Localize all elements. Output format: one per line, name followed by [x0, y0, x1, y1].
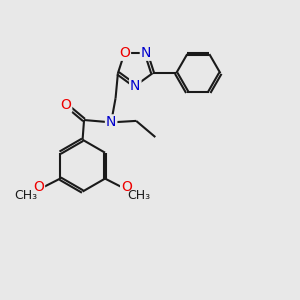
- Text: N: N: [130, 79, 140, 93]
- Text: O: O: [119, 46, 130, 60]
- Text: N: N: [106, 116, 116, 129]
- Text: O: O: [121, 180, 132, 194]
- Text: N: N: [141, 46, 151, 60]
- Text: CH₃: CH₃: [15, 189, 38, 202]
- Text: O: O: [33, 180, 44, 194]
- Text: O: O: [60, 98, 71, 112]
- Text: CH₃: CH₃: [127, 189, 150, 202]
